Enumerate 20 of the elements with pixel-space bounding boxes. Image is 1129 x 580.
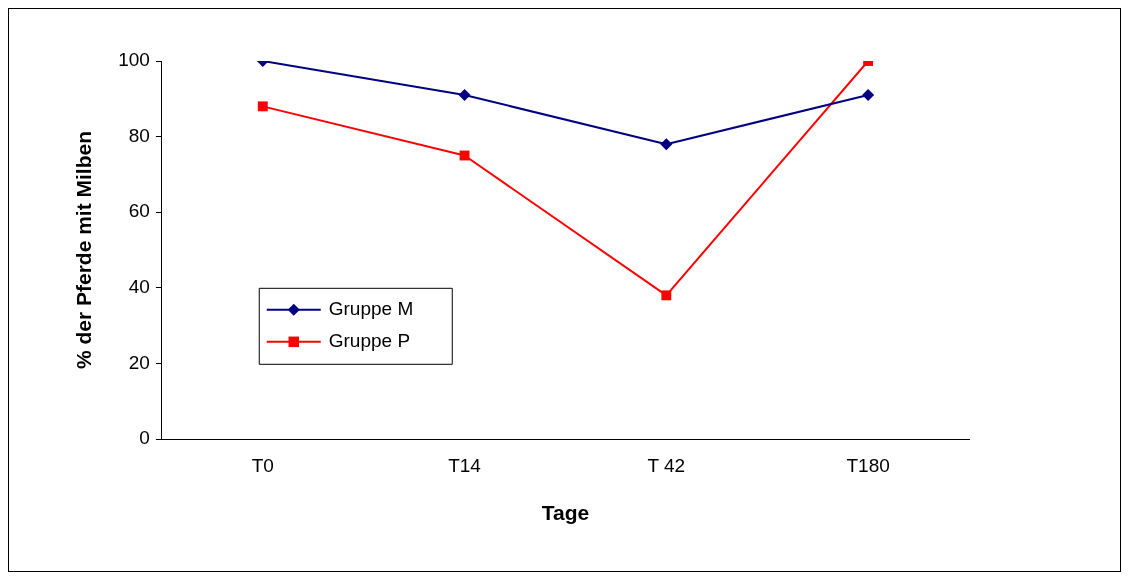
point	[459, 150, 470, 161]
x-tick-label: T 42	[647, 454, 686, 476]
point	[660, 138, 673, 151]
legend-label: Gruppe M	[328, 298, 414, 320]
x-tick-label: T0	[251, 454, 274, 476]
x-axis-title: Tage	[541, 501, 590, 525]
point	[661, 290, 672, 301]
x-tick-label: T14	[448, 454, 482, 476]
y-tick-label: 100	[118, 49, 150, 71]
legend-label: Gruppe P	[328, 330, 411, 352]
point	[257, 101, 268, 112]
point	[862, 89, 875, 102]
y-tick-label: 40	[128, 276, 150, 298]
x-tick-label: T180	[846, 454, 890, 476]
y-tick-label: 60	[128, 200, 150, 222]
y-tick-label: 20	[128, 351, 150, 373]
y-axis-title: % der Pferde mit Milben	[72, 130, 96, 370]
y-tick-label: 80	[128, 124, 150, 146]
y-tick-label: 0	[139, 427, 150, 449]
point	[458, 89, 471, 102]
